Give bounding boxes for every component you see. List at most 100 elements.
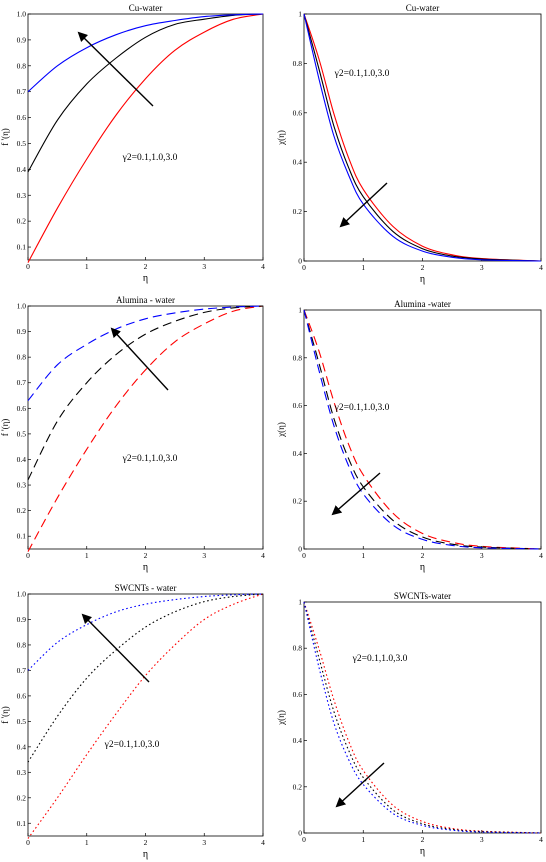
y-tick-label: 0.5 bbox=[17, 139, 27, 148]
y-tick-label: 0.2 bbox=[293, 497, 303, 506]
y-tick-label: 0.3 bbox=[17, 191, 27, 200]
chart-title: SWCNTs - water bbox=[115, 583, 177, 593]
x-axis-label: η bbox=[143, 562, 148, 573]
y-tick-label: 0.3 bbox=[17, 481, 27, 490]
x-tick-label: 4 bbox=[539, 835, 543, 844]
trend-arrow bbox=[331, 472, 381, 516]
parameter-annotation: γ2=0.1,1.0,3.0 bbox=[334, 403, 390, 413]
y-tick-label: 0.7 bbox=[17, 378, 27, 387]
y-tick-label: 0.6 bbox=[17, 691, 27, 700]
y-tick-label: 0.9 bbox=[17, 35, 27, 44]
chart-panel-3: Alumina - water 0 1 2 3 4 0.1 0.2 0.3 0.4 0.5 0.6 0.… bbox=[0, 295, 265, 573]
series-line-1 bbox=[27, 593, 264, 839]
series-line-3 bbox=[303, 13, 542, 262]
y-tick-label: 0 bbox=[298, 545, 302, 554]
parameter-annotation: γ2=0.1,1.0,3.0 bbox=[122, 454, 178, 464]
y-tick-label: 0.9 bbox=[17, 615, 27, 624]
plot-frame bbox=[27, 305, 264, 550]
x-tick-label: 2 bbox=[144, 262, 148, 271]
x-tick-label: 0 bbox=[26, 262, 30, 271]
x-tick-label: 2 bbox=[144, 838, 148, 847]
x-tick-label: 1 bbox=[361, 551, 365, 560]
x-tick-label: 2 bbox=[421, 551, 425, 560]
x-tick-label: 4 bbox=[539, 551, 543, 560]
series-line-1 bbox=[27, 305, 264, 552]
parameter-annotation: γ2=0.1,1.0,3.0 bbox=[122, 153, 178, 163]
y-tick-label: 0.4 bbox=[293, 736, 303, 745]
y-tick-label: 0.8 bbox=[17, 61, 27, 70]
y-tick-label: 0.8 bbox=[17, 640, 27, 649]
y-tick-label: 0.6 bbox=[293, 690, 303, 699]
plot-frame bbox=[303, 601, 542, 834]
y-axis-label: χ(η) bbox=[276, 422, 286, 438]
y-tick-label: 0.8 bbox=[293, 644, 303, 653]
x-tick-label: 3 bbox=[480, 835, 484, 844]
x-tick-label: 4 bbox=[539, 263, 543, 272]
series-line-1 bbox=[27, 13, 264, 263]
y-tick-label: 0.3 bbox=[17, 768, 27, 777]
series-line-3 bbox=[27, 593, 264, 671]
y-tick-label: 0 bbox=[298, 257, 302, 266]
y-tick-label: 1.0 bbox=[17, 302, 27, 311]
x-tick-label: 3 bbox=[202, 838, 206, 847]
y-tick-label: 0.2 bbox=[293, 207, 303, 216]
trend-arrow bbox=[81, 613, 150, 683]
y-tick-label: 0.4 bbox=[17, 165, 27, 174]
y-tick-label: 1 bbox=[298, 306, 302, 315]
y-tick-label: 0.9 bbox=[17, 327, 27, 336]
x-tick-label: 4 bbox=[261, 551, 265, 560]
y-tick-label: 0.1 bbox=[17, 243, 27, 252]
x-tick-label: 1 bbox=[85, 838, 89, 847]
chart-panel-5: SWCNTs - water 0 1 2 3 4 0.1 0.2 0.3 0.4 0.5 0.6 0.7… bbox=[0, 583, 265, 860]
y-tick-label: 0.2 bbox=[293, 782, 303, 791]
x-tick-label: 3 bbox=[202, 262, 206, 271]
x-tick-label: 3 bbox=[480, 263, 484, 272]
y-tick-label: 0.7 bbox=[17, 666, 27, 675]
y-tick-label: 0.4 bbox=[293, 449, 303, 458]
x-axis-label: η bbox=[420, 846, 425, 857]
chart-title: Alumina -water bbox=[394, 299, 451, 309]
x-axis-label: η bbox=[420, 274, 425, 285]
chart-panel-2: Cu-water 0 1 2 3 4 0 0.2 0.4 0.6 0.8 1 η χ(η) γ2=0.1,1… bbox=[276, 3, 543, 285]
trend-arrow bbox=[335, 762, 385, 808]
x-tick-label: 4 bbox=[261, 262, 265, 271]
series-line-3 bbox=[303, 309, 542, 550]
chart-title: Cu-water bbox=[129, 3, 163, 13]
plot-frame bbox=[303, 309, 542, 550]
trend-arrow bbox=[339, 182, 388, 228]
chart-panel-1: Cu-water 0 1 2 3 4 0.1 0.2 0.3 0.4 0.5 0.6 0.7 0.8 0.9… bbox=[0, 3, 265, 284]
y-tick-label: 0.6 bbox=[293, 401, 303, 410]
y-tick-label: 0.2 bbox=[17, 506, 27, 515]
plot-frame bbox=[27, 593, 264, 837]
x-tick-label: 1 bbox=[85, 262, 89, 271]
chart-panel-6: SWCNTs-water 0 1 2 3 4 0 0.2 0.4 0.6 0.8 1 η χ(η) γ2=0… bbox=[276, 591, 543, 857]
y-tick-label: 0.2 bbox=[17, 793, 27, 802]
parameter-annotation: γ2=0.1,1.0,3.0 bbox=[352, 654, 408, 664]
x-tick-label: 0 bbox=[26, 838, 30, 847]
y-tick-label: 0.8 bbox=[293, 59, 303, 68]
y-tick-label: 0.4 bbox=[17, 455, 27, 464]
y-tick-label: 0 bbox=[298, 829, 302, 838]
x-tick-label: 3 bbox=[202, 551, 206, 560]
x-axis-label: η bbox=[143, 849, 148, 860]
y-tick-label: 0.5 bbox=[17, 429, 27, 438]
y-tick-label: 0.4 bbox=[17, 742, 27, 751]
x-tick-label: 0 bbox=[302, 263, 306, 272]
chart-title: Cu-water bbox=[406, 3, 440, 13]
x-tick-label: 1 bbox=[361, 263, 365, 272]
x-axis-label: η bbox=[420, 562, 425, 573]
series-line-3 bbox=[27, 305, 264, 401]
y-axis-label: f '(η) bbox=[0, 419, 10, 437]
series-line-2 bbox=[303, 13, 542, 262]
series-line-2 bbox=[27, 13, 264, 173]
y-tick-label: 0.1 bbox=[17, 532, 27, 541]
parameter-annotation: γ2=0.1,1.0,3.0 bbox=[104, 740, 160, 750]
y-axis-label: f '(η) bbox=[0, 128, 10, 146]
plot-frame bbox=[27, 13, 264, 261]
series-line-1 bbox=[303, 13, 542, 262]
y-tick-label: 1 bbox=[298, 598, 302, 607]
x-tick-label: 3 bbox=[480, 551, 484, 560]
y-tick-label: 0.6 bbox=[17, 113, 27, 122]
series-line-3 bbox=[27, 13, 264, 93]
